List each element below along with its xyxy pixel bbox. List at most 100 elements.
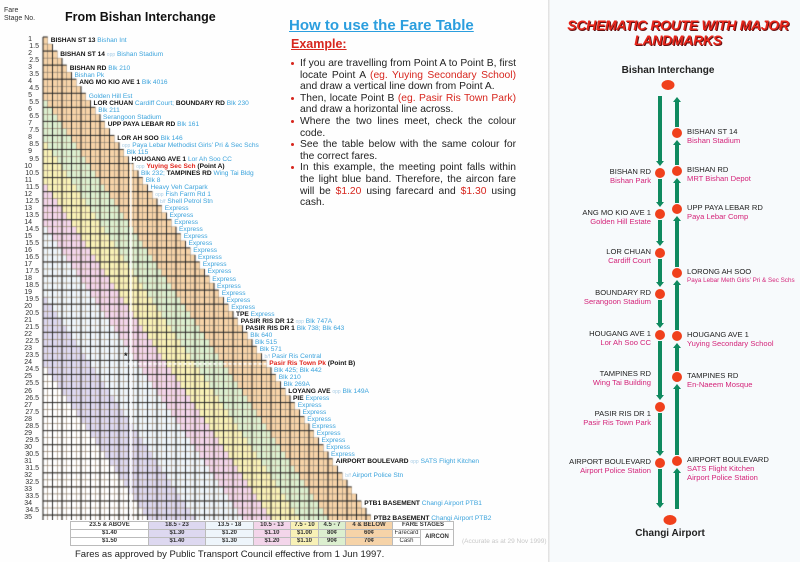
stop-label: BISHAN ST 13 Bishan Int (51, 37, 127, 44)
landmark-name: Express (307, 416, 332, 424)
landmark-name: Express (297, 402, 322, 410)
fare-stage-number: 24.5 (25, 366, 39, 374)
stop-landmark: Airport Police Station (580, 466, 651, 475)
stop-label: BISHAN RD Blk 210 (70, 65, 130, 72)
stop-landmark: MRT Bishan Depot (687, 174, 751, 183)
position-prefix: opp (106, 51, 116, 58)
fare-stage-number: 33.5 (25, 492, 39, 500)
stop-road: TAMPINES RD (687, 371, 739, 380)
stop-label: Express (193, 247, 217, 254)
down-arrow-head (656, 395, 664, 400)
position-prefix: b/f (345, 473, 351, 480)
down-arrow-head (656, 282, 664, 287)
fare-stage-number: 25.5 (25, 380, 39, 388)
fare-stage-number: 5.5 (29, 99, 39, 107)
step-1: If you are travelling from Point A to Po… (290, 58, 516, 93)
fare-stage-number: 4.5 (29, 85, 39, 93)
down-arrow-shaft (658, 96, 662, 161)
down-arrow-head (656, 323, 664, 328)
up-arrow-shaft (675, 102, 679, 127)
up-arrow-head (673, 140, 681, 145)
step-text: If you are travelling from Point A to Po… (300, 58, 516, 81)
landmark-name: Blk 211 (98, 106, 120, 114)
up-arrow-shaft (675, 145, 679, 165)
fare-stage-number: 7 (28, 120, 32, 128)
stop-label: Blk 515 (255, 339, 277, 346)
stop-label: Blk 640 (250, 332, 272, 339)
fare-stage-number: 3.5 (29, 71, 39, 79)
stop-landmark: Bishan Stadium (687, 136, 741, 145)
stop-label: Express (203, 261, 227, 268)
fare-stage-number: 29.5 (25, 436, 39, 444)
inbound-stop-dot (672, 372, 682, 382)
fare-stage-number: 1 (28, 36, 32, 43)
outbound-stop-dot (655, 209, 665, 219)
outbound-stop: BISHAN RD Bishan Park (531, 167, 651, 185)
stop-road: BOUNDARY RD (595, 288, 651, 297)
fare-stage-number: 28.5 (25, 422, 39, 430)
stop-label: LOYANG AVE opp Blk 149A (288, 388, 369, 396)
fare-stage-number: 29 (24, 429, 32, 437)
down-arrow-head (656, 161, 664, 166)
road-name: BISHAN RD (69, 64, 107, 72)
step-text: using farecard and (361, 185, 461, 197)
stop-label: ANG MO KIO AVE 1 Blk 4016 (79, 79, 167, 86)
fare-stage-number: 17.5 (25, 267, 39, 275)
down-arrow-shaft (658, 469, 662, 503)
landmark-name: Wing Tai Bldg (213, 170, 254, 178)
road-name: ANG MO KIO AVE 1 (79, 78, 141, 86)
inbound-stop: UPP PAYA LEBAR RD Paya Lebar Comp (687, 203, 763, 221)
landmark-name: Express (212, 275, 237, 283)
stop-road: ANG MO KIO AVE 1 (582, 208, 651, 217)
position-prefix: opp (332, 389, 341, 395)
fare-stage-number: 30.5 (25, 450, 39, 458)
road-name: BISHAN ST 13 (50, 36, 96, 44)
stop-landmark: Wing Tai Building (592, 378, 651, 387)
fare-stage-number: 30 (24, 443, 32, 451)
fare-stage-number: 26 (24, 387, 32, 395)
step-text: using cash. (300, 185, 516, 209)
fare-stage-number: 12.5 (25, 197, 39, 205)
fare-stage-number: 9 (28, 148, 32, 156)
landmark-name: Express (250, 310, 275, 318)
stop-label: Bishan Pk (75, 72, 105, 79)
down-arrow-shaft (658, 300, 662, 323)
down-arrow-shaft (658, 259, 662, 282)
road-name: LOYANG AVE (288, 388, 331, 395)
position-prefix: opp (410, 459, 419, 466)
inbound-stop-dot (672, 204, 682, 214)
stop-label: Blk 269A (284, 381, 310, 388)
inbound-stop: BISHAN ST 14 Bishan Stadium (687, 127, 740, 145)
landmark-name: Express (179, 226, 203, 234)
fare-stage-number: 12 (24, 190, 32, 198)
fare-stage-number: 15 (24, 232, 32, 240)
landmark-name: Changi Airport PTB2 (431, 514, 492, 522)
inbound-stop-dot (672, 331, 682, 341)
up-arrow-head (673, 280, 681, 285)
outbound-stop: PASIR RIS DR 1 Pasir Ris Town Park (531, 409, 651, 427)
fare-stage-number: 14 (24, 218, 32, 226)
landmark-name: Yuying Sec Sch (146, 163, 196, 171)
fare-stage-number: 35 (24, 514, 32, 522)
outbound-stop-dot (655, 458, 665, 468)
road-name: (Point B) (327, 359, 356, 367)
stop-road: AIRPORT BOULEVARD (569, 457, 651, 466)
up-arrow-shaft (675, 221, 679, 267)
up-arrow-shaft (675, 473, 679, 509)
step-text: In this example, the meeting point falls… (300, 162, 516, 197)
cash-label: Cash (392, 537, 421, 546)
stop-landmark: Bishan Park (610, 176, 651, 185)
fare-stage-number: 33 (24, 485, 32, 493)
landmark-name: Blk 425; Blk 442 (274, 366, 322, 374)
landmark-name: Blk 640 (250, 331, 273, 339)
fare-stage-number: 27 (24, 401, 32, 409)
outbound-stop-dot (655, 248, 665, 258)
road-name: PTB1 BASEMENT (364, 500, 420, 508)
road-name: UPP PAYA LEBAR RD (107, 120, 176, 128)
fare-stage-number: 28 (24, 415, 32, 423)
up-arrow-shaft (675, 389, 679, 455)
stop-label: Express (227, 297, 251, 304)
landmark-name: Blk 210 (108, 64, 131, 72)
road-name: AIRPORT BOULEVARD (335, 458, 409, 466)
position-prefix: opp (122, 142, 131, 149)
